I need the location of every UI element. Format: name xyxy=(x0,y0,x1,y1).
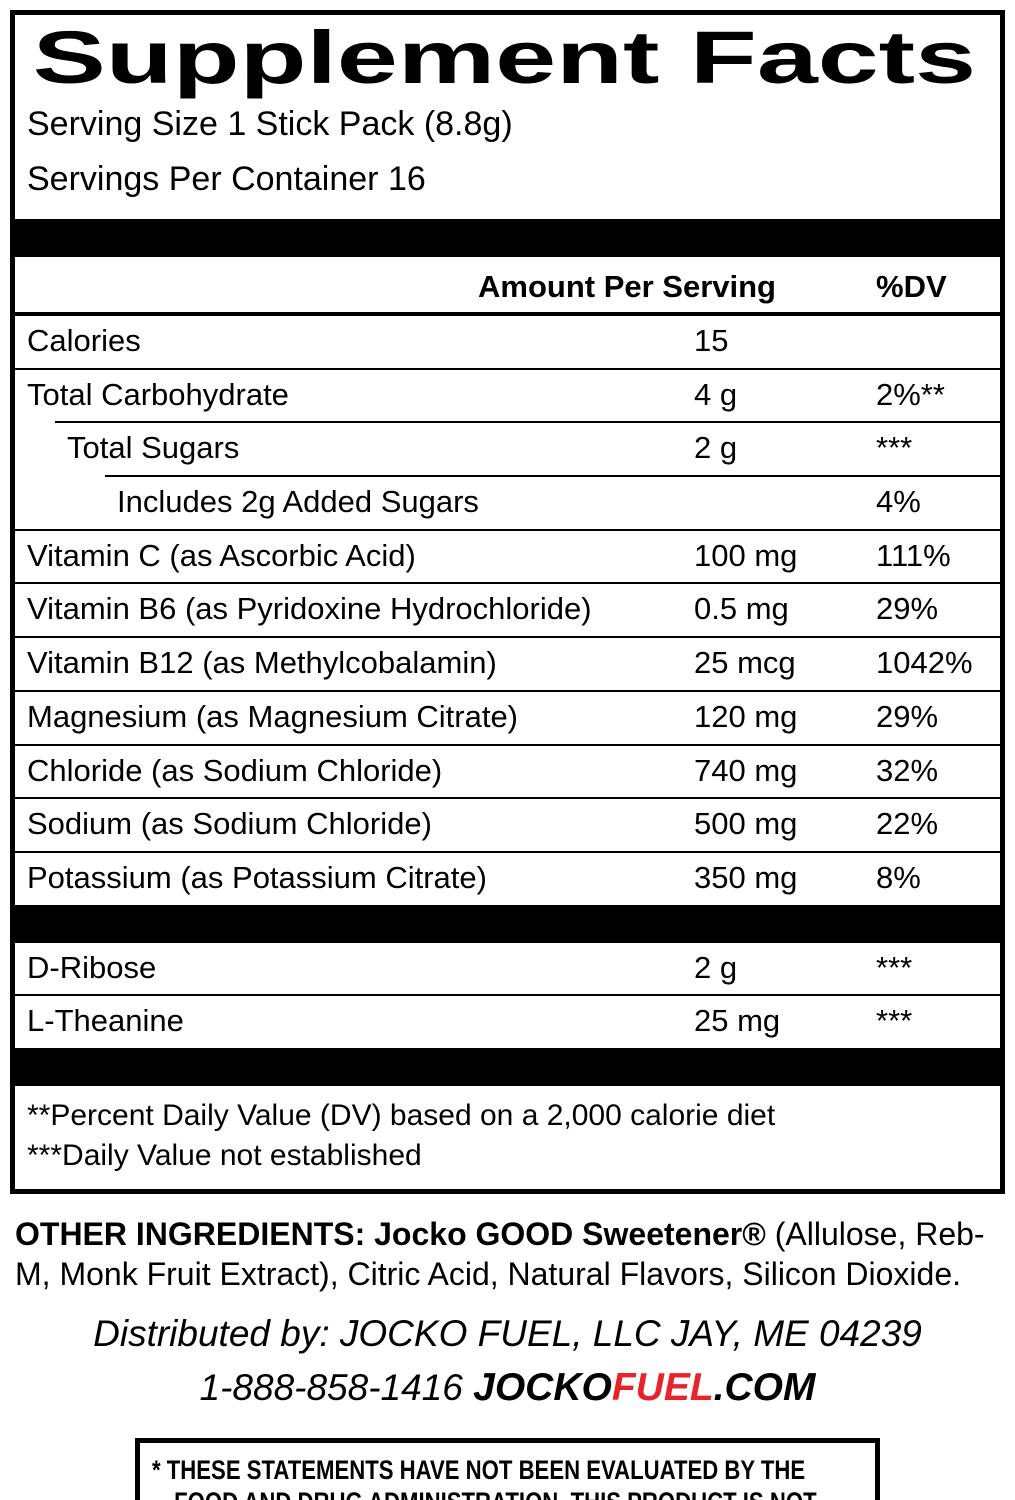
nutrient-rows: Calories 15 Total Carbohydrate 4 g 2%** Total… xyxy=(15,316,1000,905)
servings-per-container: Servings Per Container 16 xyxy=(27,160,426,199)
website-fuel: FUEL xyxy=(611,1365,714,1409)
nutrient-dv: 29% xyxy=(876,591,939,627)
separator-bar-top xyxy=(15,218,1000,257)
footnotes: **Percent Daily Value (DV) based on a 2,… xyxy=(15,1086,1000,1189)
nutrient-name: Vitamin C (as Ascorbic Acid) xyxy=(27,537,416,573)
percent-dv-header: %DV xyxy=(876,268,947,304)
website-text: JOCKOFUEL.COM xyxy=(473,1366,815,1409)
phone-number: 1-888-858-1416 xyxy=(199,1366,463,1408)
fda-disclaimer-box: * THESE STATEMENTS HAVE NOT BEEN EVALUAT… xyxy=(135,1437,880,1500)
serving-size: Serving Size 1 Stick Pack (8.8g) xyxy=(27,105,513,144)
nutrient-amount: 500 mg xyxy=(694,806,798,842)
nutrient-row: Chloride (as Sodium Chloride) 740 mg 32% xyxy=(15,743,1000,798)
nutrient-name: Vitamin B6 (as Pyridoxine Hydrochloride) xyxy=(27,591,592,627)
separator-bar-bottom xyxy=(15,1048,1000,1087)
nutrient-row: Calories 15 xyxy=(15,316,1000,368)
nutrient-dv: 32% xyxy=(876,752,939,788)
column-headers: Amount Per Serving %DV xyxy=(15,257,1000,316)
nutrient-name: Includes 2g Added Sugars xyxy=(117,483,479,519)
nutrient-name: Total Sugars xyxy=(67,430,240,466)
nutrient-name: Sodium (as Sodium Chloride) xyxy=(27,806,432,842)
nutrient-dv: 22% xyxy=(876,806,939,842)
nutrient-row: Vitamin B12 (as Methylcobalamin) 25 mcg 10… xyxy=(15,636,1000,690)
other-ingredients-label: OTHER INGREDIENTS: xyxy=(15,1216,366,1253)
nutrient-row: Vitamin C (as Ascorbic Acid) 100 mg 111% xyxy=(15,528,1000,583)
website-jocko: JOCKO xyxy=(473,1365,612,1409)
nutrient-amount: 120 mg xyxy=(694,698,798,734)
footnote-dv: **Percent Daily Value (DV) based on a 2,… xyxy=(27,1099,776,1133)
distributor-line: Distributed by: JOCKO FUEL, LLC JAY, ME … xyxy=(93,1313,922,1355)
nutrient-dv: 2%** xyxy=(876,376,945,412)
nutrient-dv: 29% xyxy=(876,698,939,734)
nutrient-row: Sodium (as Sodium Chloride) 500 mg 22% xyxy=(15,797,1000,851)
nutrient-amount: 4 g xyxy=(694,376,738,412)
other-ingredients-sweetener: Jocko GOOD Sweetener® xyxy=(374,1216,766,1253)
nutrient-name: L-Theanine xyxy=(27,1003,184,1039)
nutrient-dv xyxy=(876,324,988,359)
nutrient-dv: *** xyxy=(876,430,913,466)
nutrient-amount: 350 mg xyxy=(694,860,798,895)
other-ingredients-rest: (Allulose, Reb-M, Monk Fruit Extract), C… xyxy=(15,1216,985,1293)
nutrient-row: Magnesium (as Magnesium Citrate) 120 mg 29… xyxy=(15,689,1000,744)
nutrient-amount: 25 mg xyxy=(694,1003,781,1039)
nutrient-row: Includes 2g Added Sugars 4% xyxy=(105,474,1000,529)
website-com: .COM xyxy=(713,1365,816,1409)
nutrient-dv: *** xyxy=(876,1003,913,1039)
nutrient-amount: 25 mcg xyxy=(694,645,796,681)
nutrient-name: Calories xyxy=(27,322,141,358)
nutrient-name: Magnesium (as Magnesium Citrate) xyxy=(27,698,519,734)
nutrient-amount: 740 mg xyxy=(694,752,798,788)
panel-title: Supplement Facts xyxy=(32,16,977,99)
nutrient-amount: 100 mg xyxy=(694,537,798,573)
nutrient-dv: *** xyxy=(876,949,913,985)
nutrient-name: Potassium (as Potassium Citrate) xyxy=(27,860,487,895)
contact-line: 1-888-858-1416 JOCKOFUEL.COM xyxy=(0,1365,1015,1412)
nutrient-name: Vitamin B12 (as Methylcobalamin) xyxy=(27,645,497,681)
nutrient-dv: 4% xyxy=(876,483,921,519)
nutrient-name: Total Carbohydrate xyxy=(27,376,289,412)
nutrient-amount: 2 g xyxy=(694,949,738,985)
nutrient-amount: 2 g xyxy=(694,430,738,466)
fda-disclaimer-text: * THESE STATEMENTS HAVE NOT BEEN EVALUAT… xyxy=(152,1454,817,1500)
nutrient-name: Chloride (as Sodium Chloride) xyxy=(27,752,443,788)
nutrient-dv: 111% xyxy=(876,537,951,573)
nutrient-dv: 1042% xyxy=(876,645,973,681)
nutrient-amount xyxy=(694,485,876,520)
footnote-not-established: ***Daily Value not established xyxy=(27,1138,422,1172)
nutrient-row: L-Theanine 25 mg *** xyxy=(15,994,1000,1048)
separator-bar-middle xyxy=(15,904,1000,943)
nutrient-name: D-Ribose xyxy=(27,949,157,985)
nutrient-amount: 15 xyxy=(694,322,729,358)
nutrient-row: Potassium (as Potassium Citrate) 350 mg 8% xyxy=(15,851,1000,905)
nutrient-row: Total Sugars 2 g *** xyxy=(55,421,1000,475)
other-ingredients: OTHER INGREDIENTS: Jocko GOOD Sweetener®… xyxy=(15,1214,1000,1294)
nutrient-dv: 8% xyxy=(876,860,921,895)
nutrient-row: D-Ribose 2 g *** xyxy=(15,943,1000,995)
supplement-facts-panel: Supplement Facts Serving Size 1 Stick Pa… xyxy=(10,10,1005,1195)
nutrient-row: Total Carbohydrate 4 g 2%** xyxy=(15,367,1000,422)
amount-per-serving-header: Amount Per Serving xyxy=(478,268,776,304)
nutrient-amount: 0.5 mg xyxy=(694,591,789,627)
nutrient-row: Vitamin B6 (as Pyridoxine Hydrochloride)… xyxy=(15,582,1000,636)
other-compound-rows: D-Ribose 2 g *** L-Theanine 25 mg *** xyxy=(15,943,1000,1048)
